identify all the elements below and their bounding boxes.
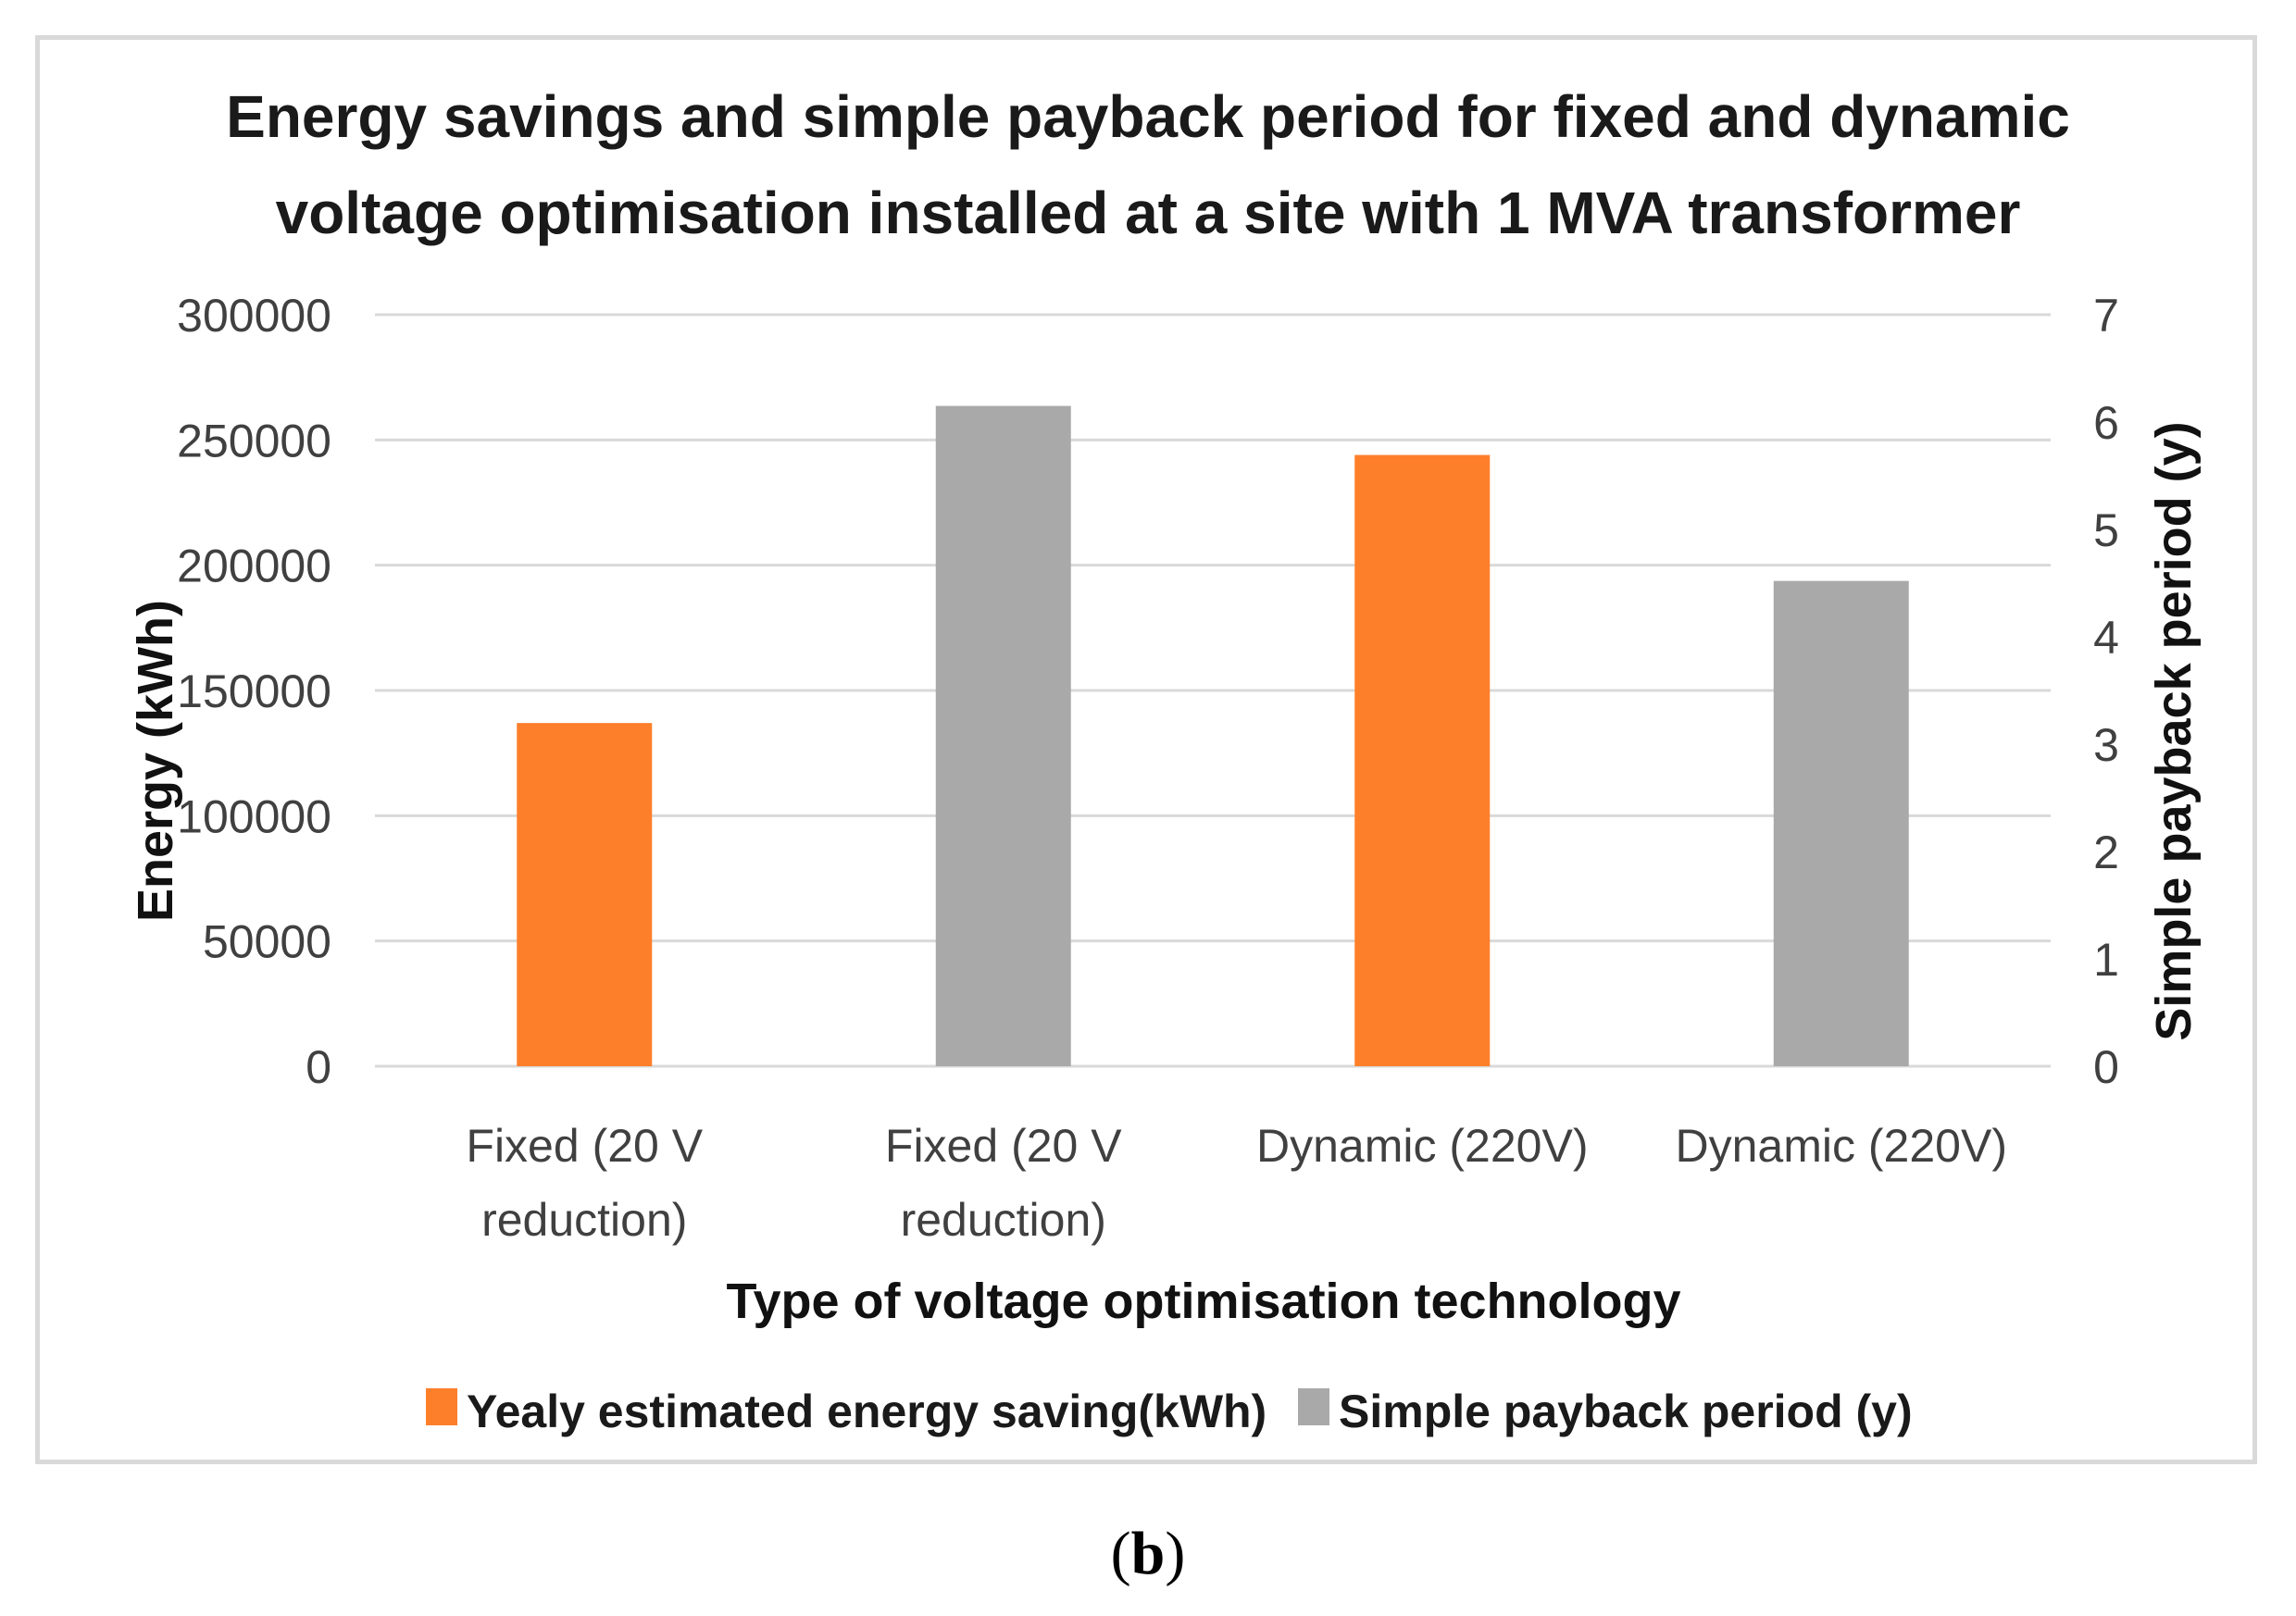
- right-axis-ticks: 0 1 2 3 4 5 6 7: [2093, 290, 2119, 1093]
- left-axis-tick-label: 0: [306, 1041, 331, 1093]
- category-label: Fixed (20 V: [885, 1120, 1122, 1172]
- left-axis-tick-label: 100000: [177, 790, 331, 842]
- right-axis-tick-label: 2: [2093, 827, 2119, 878]
- right-axis-tick-label: 6: [2093, 397, 2119, 449]
- bars: [517, 405, 1909, 1067]
- right-axis-tick-label: 7: [2093, 290, 2119, 342]
- left-axis-tick-label: 150000: [177, 665, 331, 717]
- left-axis-title: Energy (kWh): [128, 600, 183, 922]
- bar-payback-period: [935, 405, 1071, 1067]
- chart-title-line-2: voltage optimisation installed at a site…: [276, 180, 2021, 246]
- category-label: Fixed (20 V: [466, 1120, 703, 1172]
- category-labels: Fixed (20 V reduction) Fixed (20 V reductio…: [466, 1120, 2007, 1246]
- chart-title-line-1: Energy savings and simple payback period…: [226, 83, 2070, 150]
- right-axis-tick-label: 5: [2093, 504, 2119, 556]
- category-label: reduction): [901, 1194, 1106, 1246]
- bar-payback-period: [1773, 580, 1909, 1066]
- left-axis-tick-label: 250000: [177, 415, 331, 466]
- figure-caption: (b): [1111, 1520, 1186, 1587]
- category-label: Dynamic (220V): [1256, 1120, 1588, 1172]
- left-axis-tick-label: 300000: [177, 290, 331, 342]
- bar-energy-saving: [517, 723, 653, 1066]
- category-label: Dynamic (220V): [1676, 1120, 2007, 1172]
- legend-label-payback-period: Simple payback period (y): [1339, 1386, 1913, 1437]
- bar-energy-saving: [1354, 454, 1491, 1066]
- chart-title: Energy savings and simple payback period…: [226, 83, 2070, 246]
- caption-open-paren: (: [1111, 1520, 1131, 1587]
- category-label: reduction): [481, 1194, 687, 1246]
- left-axis-ticks: 0 50000 100000 150000 200000 250000 300000: [177, 290, 331, 1093]
- right-axis-tick-label: 4: [2093, 612, 2119, 664]
- legend-label-energy-saving: Yealy estimated energy saving(kWh): [467, 1386, 1267, 1437]
- x-axis-title: Type of voltage optimisation technology: [726, 1274, 1680, 1329]
- legend-swatch-payback-period: [1298, 1388, 1329, 1425]
- left-axis-tick-label: 200000: [177, 541, 331, 592]
- right-axis-tick-label: 3: [2093, 719, 2119, 771]
- gridlines: [375, 313, 2051, 1068]
- caption-close-paren: ): [1165, 1520, 1185, 1587]
- legend: Yealy estimated energy saving(kWh) Simpl…: [426, 1386, 1913, 1437]
- right-axis-tick-label: 1: [2093, 934, 2119, 986]
- right-axis-tick-label: 0: [2093, 1041, 2119, 1093]
- caption-letter: b: [1131, 1520, 1166, 1587]
- right-axis-title: Simple payback period (y): [2146, 421, 2202, 1040]
- left-axis-tick-label: 50000: [203, 916, 331, 968]
- legend-swatch-energy-saving: [426, 1388, 457, 1425]
